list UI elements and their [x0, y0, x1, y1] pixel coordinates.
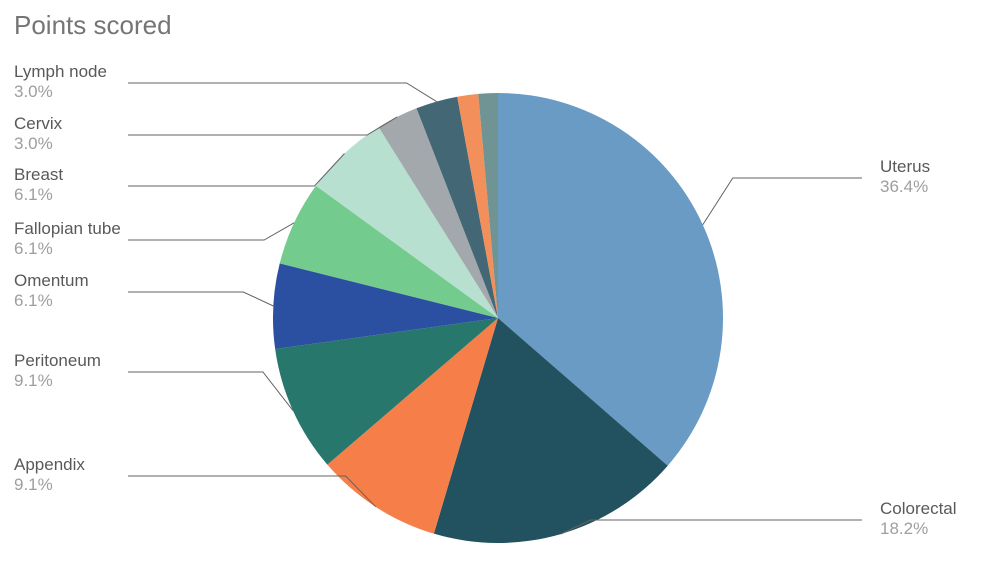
chart-label: Uterus36.4% [880, 157, 930, 197]
leader-line [128, 372, 293, 411]
leader-line [128, 476, 376, 507]
leader-lines [0, 0, 986, 575]
chart-container: Points scored Uterus36.4%Colorectal18.2%… [0, 0, 986, 575]
label-value: 9.1% [14, 371, 101, 391]
leader-line [128, 83, 437, 102]
leader-line [703, 178, 862, 225]
leader-line [128, 117, 397, 135]
label-name: Uterus [880, 157, 930, 177]
chart-label: Peritoneum9.1% [14, 351, 101, 391]
label-name: Appendix [14, 455, 85, 475]
label-name: Fallopian tube [14, 219, 121, 239]
label-name: Breast [14, 165, 63, 185]
label-value: 36.4% [880, 177, 930, 197]
chart-label: Lymph node3.0% [14, 62, 107, 102]
label-value: 9.1% [14, 475, 85, 495]
leader-line [128, 223, 294, 240]
label-value: 6.1% [14, 185, 63, 205]
chart-label: Fallopian tube6.1% [14, 219, 121, 259]
label-value: 3.0% [14, 82, 107, 102]
leader-line [128, 153, 344, 186]
label-name: Cervix [14, 114, 62, 134]
label-name: Colorectal [880, 499, 957, 519]
label-name: Peritoneum [14, 351, 101, 371]
label-name: Lymph node [14, 62, 107, 82]
chart-label: Omentum6.1% [14, 271, 89, 311]
label-value: 18.2% [880, 519, 957, 539]
label-value: 6.1% [14, 239, 121, 259]
leader-line [561, 520, 862, 534]
label-name: Omentum [14, 271, 89, 291]
chart-label: Cervix3.0% [14, 114, 62, 154]
chart-label: Colorectal18.2% [880, 499, 957, 539]
label-value: 6.1% [14, 291, 89, 311]
chart-label: Appendix9.1% [14, 455, 85, 495]
leader-line [128, 292, 273, 306]
chart-label: Breast6.1% [14, 165, 63, 205]
label-value: 3.0% [14, 134, 62, 154]
